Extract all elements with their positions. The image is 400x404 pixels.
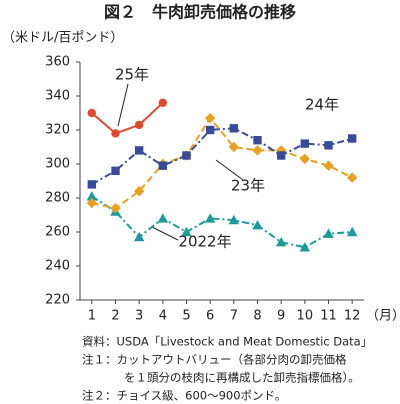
marker	[182, 151, 191, 160]
marker	[347, 134, 357, 143]
x-tick-label: 7	[230, 309, 238, 324]
leader-line	[215, 159, 244, 181]
marker	[110, 203, 121, 214]
x-tick-label: 3	[135, 309, 143, 324]
marker	[252, 220, 263, 230]
marker	[86, 191, 98, 201]
y-tick-label: 360	[45, 55, 70, 70]
marker	[299, 242, 311, 252]
y-tick-label: 240	[45, 259, 70, 274]
x-tick-label: 6	[206, 309, 214, 324]
x-tick-label: 1	[88, 309, 96, 324]
marker	[86, 197, 98, 209]
marker	[204, 213, 216, 223]
marker	[324, 141, 333, 150]
y-tick-label: 320	[45, 123, 70, 138]
series-label: 2022年	[178, 233, 231, 251]
x-tick-label: 5	[182, 309, 190, 324]
marker	[300, 139, 310, 148]
marker	[204, 112, 216, 124]
marker	[253, 136, 262, 145]
marker	[87, 180, 97, 189]
note: 注２：チョイス級、600～900ポンド。	[82, 389, 286, 403]
marker	[346, 226, 358, 237]
y-axis-label: （米ドル/百ポンド）	[2, 31, 123, 46]
marker	[323, 228, 334, 238]
y-tick-label: 260	[45, 225, 70, 240]
y-tick-label: 340	[45, 89, 70, 104]
marker	[157, 213, 169, 223]
series-label: 24年	[305, 96, 339, 114]
x-tick-label: 2	[111, 309, 119, 324]
marker	[228, 141, 240, 153]
x-axis-label: （月）	[366, 309, 400, 324]
series-label: 23年	[231, 177, 265, 195]
marker	[252, 145, 263, 156]
x-tick-label: 9	[277, 309, 285, 324]
marker	[346, 172, 358, 183]
marker	[134, 146, 144, 155]
note: 注１：カットアウトバリュー（各部分肉の卸売価格	[82, 353, 347, 367]
y-tick-label: 280	[45, 191, 70, 206]
note: 資料：USDA「Livestock and Meat Domestic Data…	[82, 335, 372, 349]
marker	[87, 108, 97, 118]
marker	[158, 98, 168, 108]
x-tick-label: 12	[344, 309, 361, 324]
marker	[205, 125, 215, 135]
chart-title: 図２ 牛肉卸売価格の推移	[104, 3, 296, 22]
marker	[158, 161, 168, 170]
marker	[134, 120, 144, 130]
x-tick-label: 8	[253, 309, 261, 324]
series-line	[91, 116, 353, 210]
x-tick-label: 4	[159, 309, 167, 324]
marker	[181, 226, 192, 237]
leader-line	[117, 83, 129, 127]
marker	[276, 151, 286, 160]
x-tick-label: 10	[297, 309, 314, 324]
marker	[229, 124, 239, 133]
marker	[228, 214, 240, 225]
series-label: 25年	[115, 66, 149, 84]
y-tick-label: 220	[45, 293, 70, 308]
marker	[111, 166, 120, 175]
series-line	[91, 102, 164, 135]
marker	[111, 129, 120, 138]
marker	[133, 186, 145, 197]
leader-line	[151, 226, 179, 241]
marker	[299, 153, 311, 165]
y-tick-label: 300	[45, 157, 70, 172]
marker	[323, 160, 334, 171]
series-line	[91, 127, 353, 186]
x-tick-label: 11	[320, 309, 337, 324]
marker	[133, 231, 145, 242]
marker	[275, 237, 287, 247]
note: を１頭分の枝肉に再構成した卸売指標価格）。	[124, 371, 360, 385]
